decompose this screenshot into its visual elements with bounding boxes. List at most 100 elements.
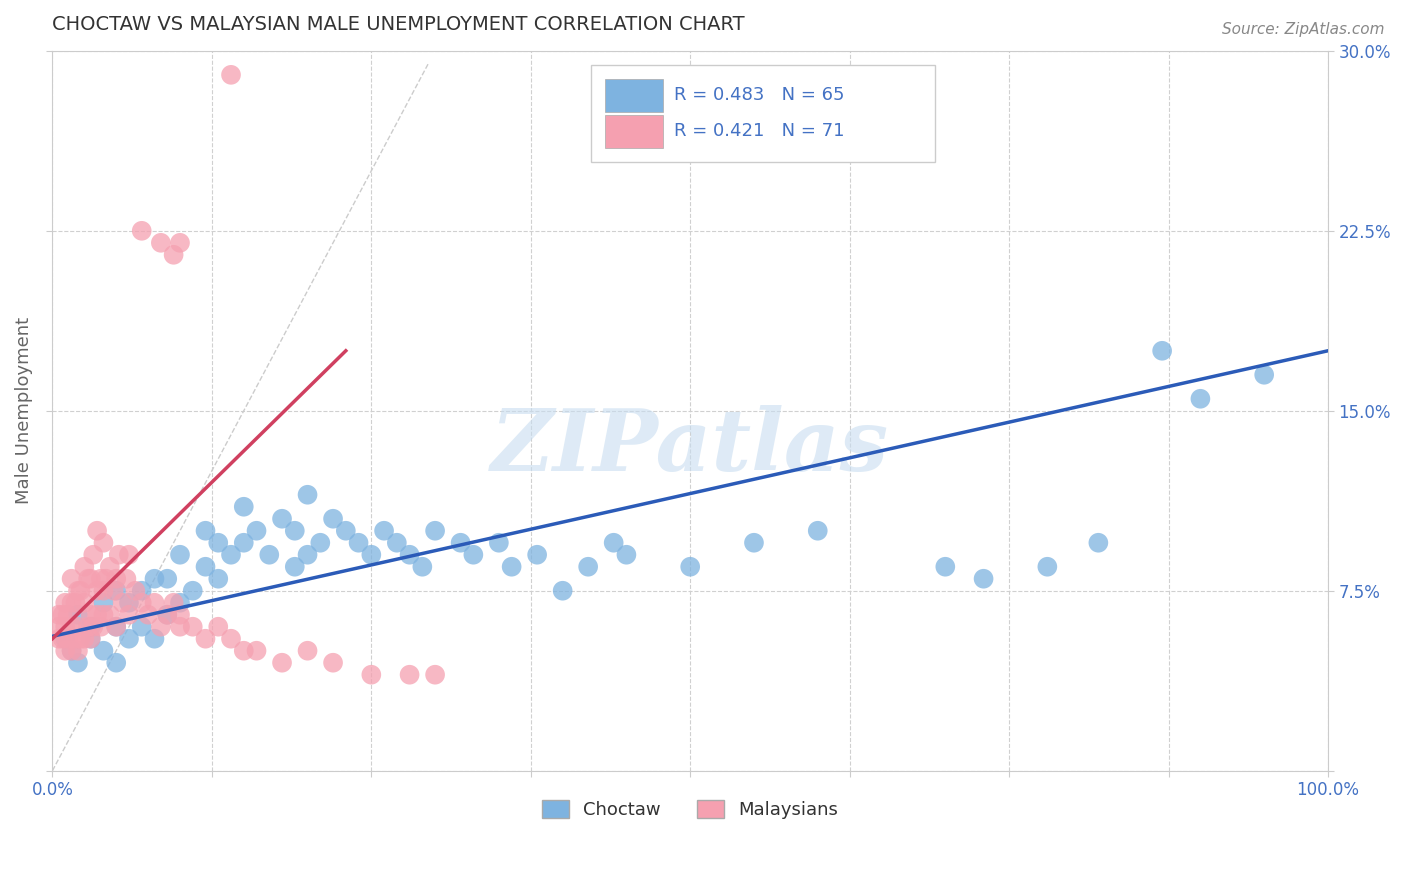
Point bbox=[90, 620, 112, 634]
Point bbox=[194, 524, 217, 538]
Y-axis label: Male Unemployment: Male Unemployment bbox=[15, 318, 32, 504]
Point bbox=[80, 572, 103, 586]
Point bbox=[194, 632, 217, 646]
Point bbox=[93, 607, 115, 622]
Point bbox=[107, 548, 129, 562]
Point bbox=[69, 632, 91, 646]
Point bbox=[90, 572, 112, 586]
Point bbox=[131, 596, 153, 610]
Point bbox=[576, 559, 599, 574]
Point bbox=[169, 607, 191, 622]
Point bbox=[360, 548, 382, 562]
Point bbox=[322, 512, 344, 526]
Point bbox=[1253, 368, 1275, 382]
Point bbox=[105, 583, 128, 598]
Point bbox=[149, 620, 172, 634]
Point bbox=[48, 607, 70, 622]
FancyBboxPatch shape bbox=[591, 65, 935, 162]
Text: Source: ZipAtlas.com: Source: ZipAtlas.com bbox=[1222, 22, 1385, 37]
Point bbox=[271, 656, 294, 670]
Point bbox=[807, 524, 830, 538]
Point bbox=[93, 644, 115, 658]
Point bbox=[1087, 535, 1109, 549]
Point bbox=[245, 644, 267, 658]
Point bbox=[98, 559, 121, 574]
Point bbox=[501, 559, 523, 574]
Point bbox=[169, 235, 191, 250]
Point bbox=[488, 535, 510, 549]
Point bbox=[551, 583, 574, 598]
Point bbox=[181, 583, 204, 598]
Point bbox=[169, 620, 191, 634]
Point bbox=[616, 548, 638, 562]
Point bbox=[111, 596, 134, 610]
Point bbox=[679, 559, 702, 574]
Point bbox=[309, 535, 332, 549]
Point bbox=[463, 548, 485, 562]
Point bbox=[297, 488, 319, 502]
Point bbox=[335, 524, 357, 538]
Point bbox=[156, 607, 179, 622]
Point bbox=[80, 607, 103, 622]
Point bbox=[48, 620, 70, 634]
Point bbox=[105, 572, 128, 586]
Point bbox=[80, 632, 103, 646]
Point bbox=[156, 572, 179, 586]
Point bbox=[86, 524, 108, 538]
Point bbox=[52, 607, 75, 622]
Point bbox=[322, 656, 344, 670]
Point bbox=[93, 596, 115, 610]
FancyBboxPatch shape bbox=[605, 78, 664, 112]
Point bbox=[82, 620, 104, 634]
Point bbox=[124, 583, 146, 598]
Point bbox=[60, 596, 83, 610]
Point bbox=[156, 607, 179, 622]
Point bbox=[53, 632, 76, 646]
Point bbox=[94, 572, 117, 586]
Point bbox=[347, 535, 370, 549]
Point bbox=[48, 632, 70, 646]
Point bbox=[1189, 392, 1212, 406]
Point bbox=[207, 620, 229, 634]
Point bbox=[69, 583, 91, 598]
Point bbox=[131, 224, 153, 238]
Point bbox=[1036, 559, 1059, 574]
Point bbox=[423, 524, 446, 538]
Text: CHOCTAW VS MALAYSIAN MALE UNEMPLOYMENT CORRELATION CHART: CHOCTAW VS MALAYSIAN MALE UNEMPLOYMENT C… bbox=[52, 15, 745, 34]
Text: ZIPatlas: ZIPatlas bbox=[491, 405, 889, 489]
Point bbox=[742, 535, 765, 549]
Point bbox=[73, 632, 96, 646]
Point bbox=[245, 524, 267, 538]
Point bbox=[398, 548, 420, 562]
Point bbox=[207, 572, 229, 586]
Point bbox=[118, 596, 141, 610]
Point bbox=[60, 644, 83, 658]
Point bbox=[143, 632, 166, 646]
Point bbox=[60, 572, 83, 586]
Point bbox=[73, 559, 96, 574]
Point bbox=[219, 68, 242, 82]
Point bbox=[56, 632, 79, 646]
Point bbox=[143, 596, 166, 610]
Point bbox=[169, 548, 191, 562]
Point bbox=[219, 548, 242, 562]
Point bbox=[934, 559, 956, 574]
Point bbox=[73, 596, 96, 610]
Point bbox=[66, 607, 89, 622]
Point bbox=[271, 512, 294, 526]
Point bbox=[103, 583, 125, 598]
Point bbox=[60, 620, 83, 634]
Point bbox=[60, 644, 83, 658]
Point bbox=[232, 535, 254, 549]
Point bbox=[105, 620, 128, 634]
Point bbox=[86, 607, 108, 622]
Point bbox=[232, 644, 254, 658]
Point bbox=[53, 620, 76, 634]
Point bbox=[169, 596, 191, 610]
Point bbox=[82, 548, 104, 562]
Point bbox=[297, 644, 319, 658]
Point bbox=[1152, 343, 1174, 358]
Point bbox=[53, 596, 76, 610]
Point bbox=[284, 524, 307, 538]
FancyBboxPatch shape bbox=[605, 115, 664, 148]
